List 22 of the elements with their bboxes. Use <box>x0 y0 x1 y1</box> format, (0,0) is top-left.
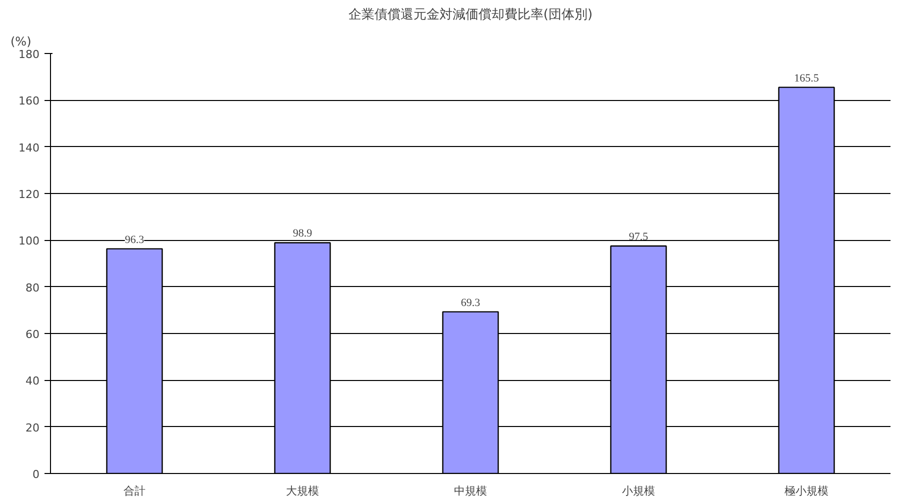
y-tick-label: 60 <box>26 328 40 341</box>
y-tick-label: 40 <box>26 374 40 388</box>
y-tick-label: 100 <box>18 234 40 248</box>
y-tick-label: 0 <box>32 468 40 481</box>
data-label: 96.3 <box>124 234 145 246</box>
x-tick-label: 小規模 <box>622 484 655 498</box>
y-tick-label: 20 <box>26 421 40 434</box>
chart-title: 企業債償還元金対減価償却費比率(団体別) <box>348 6 593 22</box>
data-label: 97.5 <box>628 231 649 243</box>
y-tick-label: 120 <box>18 188 40 201</box>
x-tick-label: 合計 <box>124 484 146 498</box>
x-tick-label: 大規模 <box>286 484 319 498</box>
y-tick-label: 160 <box>18 94 40 108</box>
y-tick-label: 140 <box>18 141 40 154</box>
data-label: 69.3 <box>460 296 481 309</box>
x-tick-label: 中規模 <box>454 484 487 498</box>
y-tick-label: 80 <box>26 281 40 294</box>
data-label: 165.5 <box>794 72 820 84</box>
x-tick-label: 極小規模 <box>784 484 828 498</box>
y-axis-title: (%) <box>10 34 32 48</box>
data-label: 98.9 <box>292 228 313 240</box>
y-tick-label: 180 <box>18 48 40 61</box>
